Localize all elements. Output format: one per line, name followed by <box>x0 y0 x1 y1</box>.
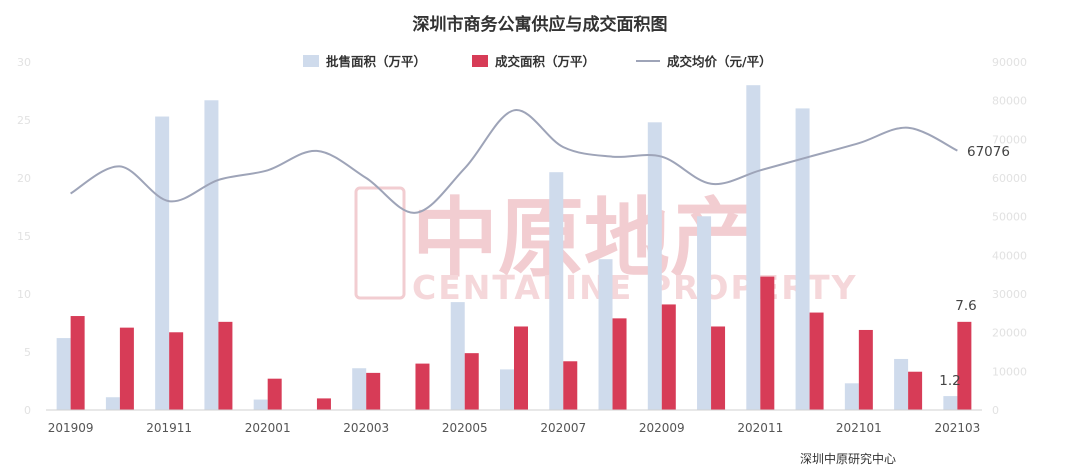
left-axis: 0 5 10 15 20 25 30 <box>17 56 31 417</box>
right-axis-tick: 60000 <box>992 172 1027 185</box>
bar-supply-201909 <box>56 338 71 410</box>
legend-item-supply: 批售面积（万平） <box>303 54 426 69</box>
annotation-deal-area: 7.6 <box>955 298 976 314</box>
bar-supply-201911 <box>155 116 170 411</box>
bar-supply-201910 <box>105 397 120 410</box>
x-tick-label: 202011 <box>737 421 783 435</box>
left-axis-tick: 10 <box>17 288 31 301</box>
legend-label-deal-area: 成交面积（万平） <box>495 54 595 69</box>
x-tick-label: 201911 <box>146 421 192 435</box>
bar-supply-201912 <box>204 100 219 410</box>
x-tick-label: 202009 <box>639 421 685 435</box>
bar-supply-202011 <box>746 85 761 410</box>
bar-deal-area-202004 <box>415 363 430 410</box>
legend-swatch-deal-area <box>472 55 488 67</box>
left-axis-tick: 0 <box>24 404 31 417</box>
bar-supply-202103 <box>943 396 958 410</box>
legend-label-avg-price: 成交均价（元/平） <box>667 54 772 69</box>
right-axis: 0 10000 20000 30000 40000 50000 60000 70000 8000… <box>992 56 1027 417</box>
x-tick-label: 202001 <box>245 421 291 435</box>
bar-deal-area-202007 <box>563 361 578 410</box>
annotation-supply: 1.2 <box>939 373 960 389</box>
bar-deal-area-202005 <box>464 353 479 410</box>
watermark-seal <box>354 186 406 300</box>
bar-deal-area-201912 <box>218 321 233 410</box>
right-axis-tick: 0 <box>992 404 999 417</box>
deal-area-bars <box>70 276 972 410</box>
right-axis-tick: 70000 <box>992 133 1027 146</box>
source-label: 深圳中原研究中心 <box>800 451 896 466</box>
right-axis-tick: 10000 <box>992 365 1027 378</box>
legend-swatch-supply <box>303 55 319 67</box>
bar-supply-202009 <box>647 122 662 410</box>
supply-bars <box>56 85 958 411</box>
watermark-english: CENTALINE PROPERTY <box>412 268 858 307</box>
bar-deal-area-201910 <box>119 327 134 410</box>
left-axis-tick: 25 <box>17 114 31 127</box>
x-tick-label: 201909 <box>48 421 94 435</box>
left-axis-tick: 20 <box>17 172 31 185</box>
bar-supply-202001 <box>253 399 268 410</box>
bar-deal-area-201909 <box>70 316 85 410</box>
bar-deal-area-202008 <box>612 318 627 410</box>
bar-supply-202101 <box>844 383 859 410</box>
x-axis-ticks: 201909 201911 202001 202003 202005 202007 2020… <box>48 421 981 435</box>
bar-supply-202005 <box>450 302 465 410</box>
bar-supply-202006 <box>500 369 514 410</box>
x-tick-label: 202005 <box>442 421 488 435</box>
bar-deal-area-202006 <box>514 326 528 410</box>
bar-deal-area-202009 <box>661 304 676 410</box>
left-axis-tick: 5 <box>24 346 31 359</box>
bar-supply-202003 <box>352 368 367 410</box>
annotation-price: 67076 <box>967 144 1010 160</box>
x-tick-label: 202101 <box>836 421 882 435</box>
bar-deal-area-202102 <box>908 371 923 410</box>
bar-supply-202010 <box>697 216 712 410</box>
bar-deal-area-202011 <box>760 276 775 410</box>
bar-supply-202102 <box>894 358 909 410</box>
bar-supply-202008 <box>598 259 613 410</box>
x-tick-label: 202007 <box>540 421 586 435</box>
x-tick-label: 202103 <box>934 421 980 435</box>
legend-item-deal-area: 成交面积（万平） <box>472 54 595 69</box>
bar-deal-area-202101 <box>858 329 873 410</box>
legend: 批售面积（万平） 成交面积（万平） 成交均价（元/平） <box>303 54 772 69</box>
left-axis-tick: 30 <box>17 56 31 69</box>
right-axis-tick: 80000 <box>992 95 1027 108</box>
right-axis-tick: 50000 <box>992 211 1027 224</box>
legend-item-avg-price: 成交均价（元/平） <box>636 54 772 69</box>
right-axis-tick: 40000 <box>992 249 1027 262</box>
avg-price-line <box>70 109 958 214</box>
bar-deal-area-202001 <box>267 378 282 410</box>
bar-deal-area-202012 <box>809 312 824 410</box>
right-axis-tick: 20000 <box>992 327 1027 340</box>
bar-supply-202007 <box>549 172 564 410</box>
bar-deal-area-202010 <box>711 326 726 410</box>
x-tick-label: 202003 <box>343 421 389 435</box>
chart-title: 深圳市商务公寓供应与成交面积图 <box>413 14 668 35</box>
left-axis-tick: 15 <box>17 230 31 243</box>
bar-supply-202012 <box>795 108 810 411</box>
bar-deal-area-202103 <box>957 321 972 410</box>
bar-deal-area-202003 <box>366 372 381 410</box>
right-axis-tick: 30000 <box>992 288 1027 301</box>
right-axis-tick: 90000 <box>992 56 1027 69</box>
bar-deal-area-201911 <box>169 332 184 410</box>
bar-deal-area-202002 <box>316 398 331 410</box>
legend-label-supply: 批售面积（万平） <box>326 54 426 69</box>
